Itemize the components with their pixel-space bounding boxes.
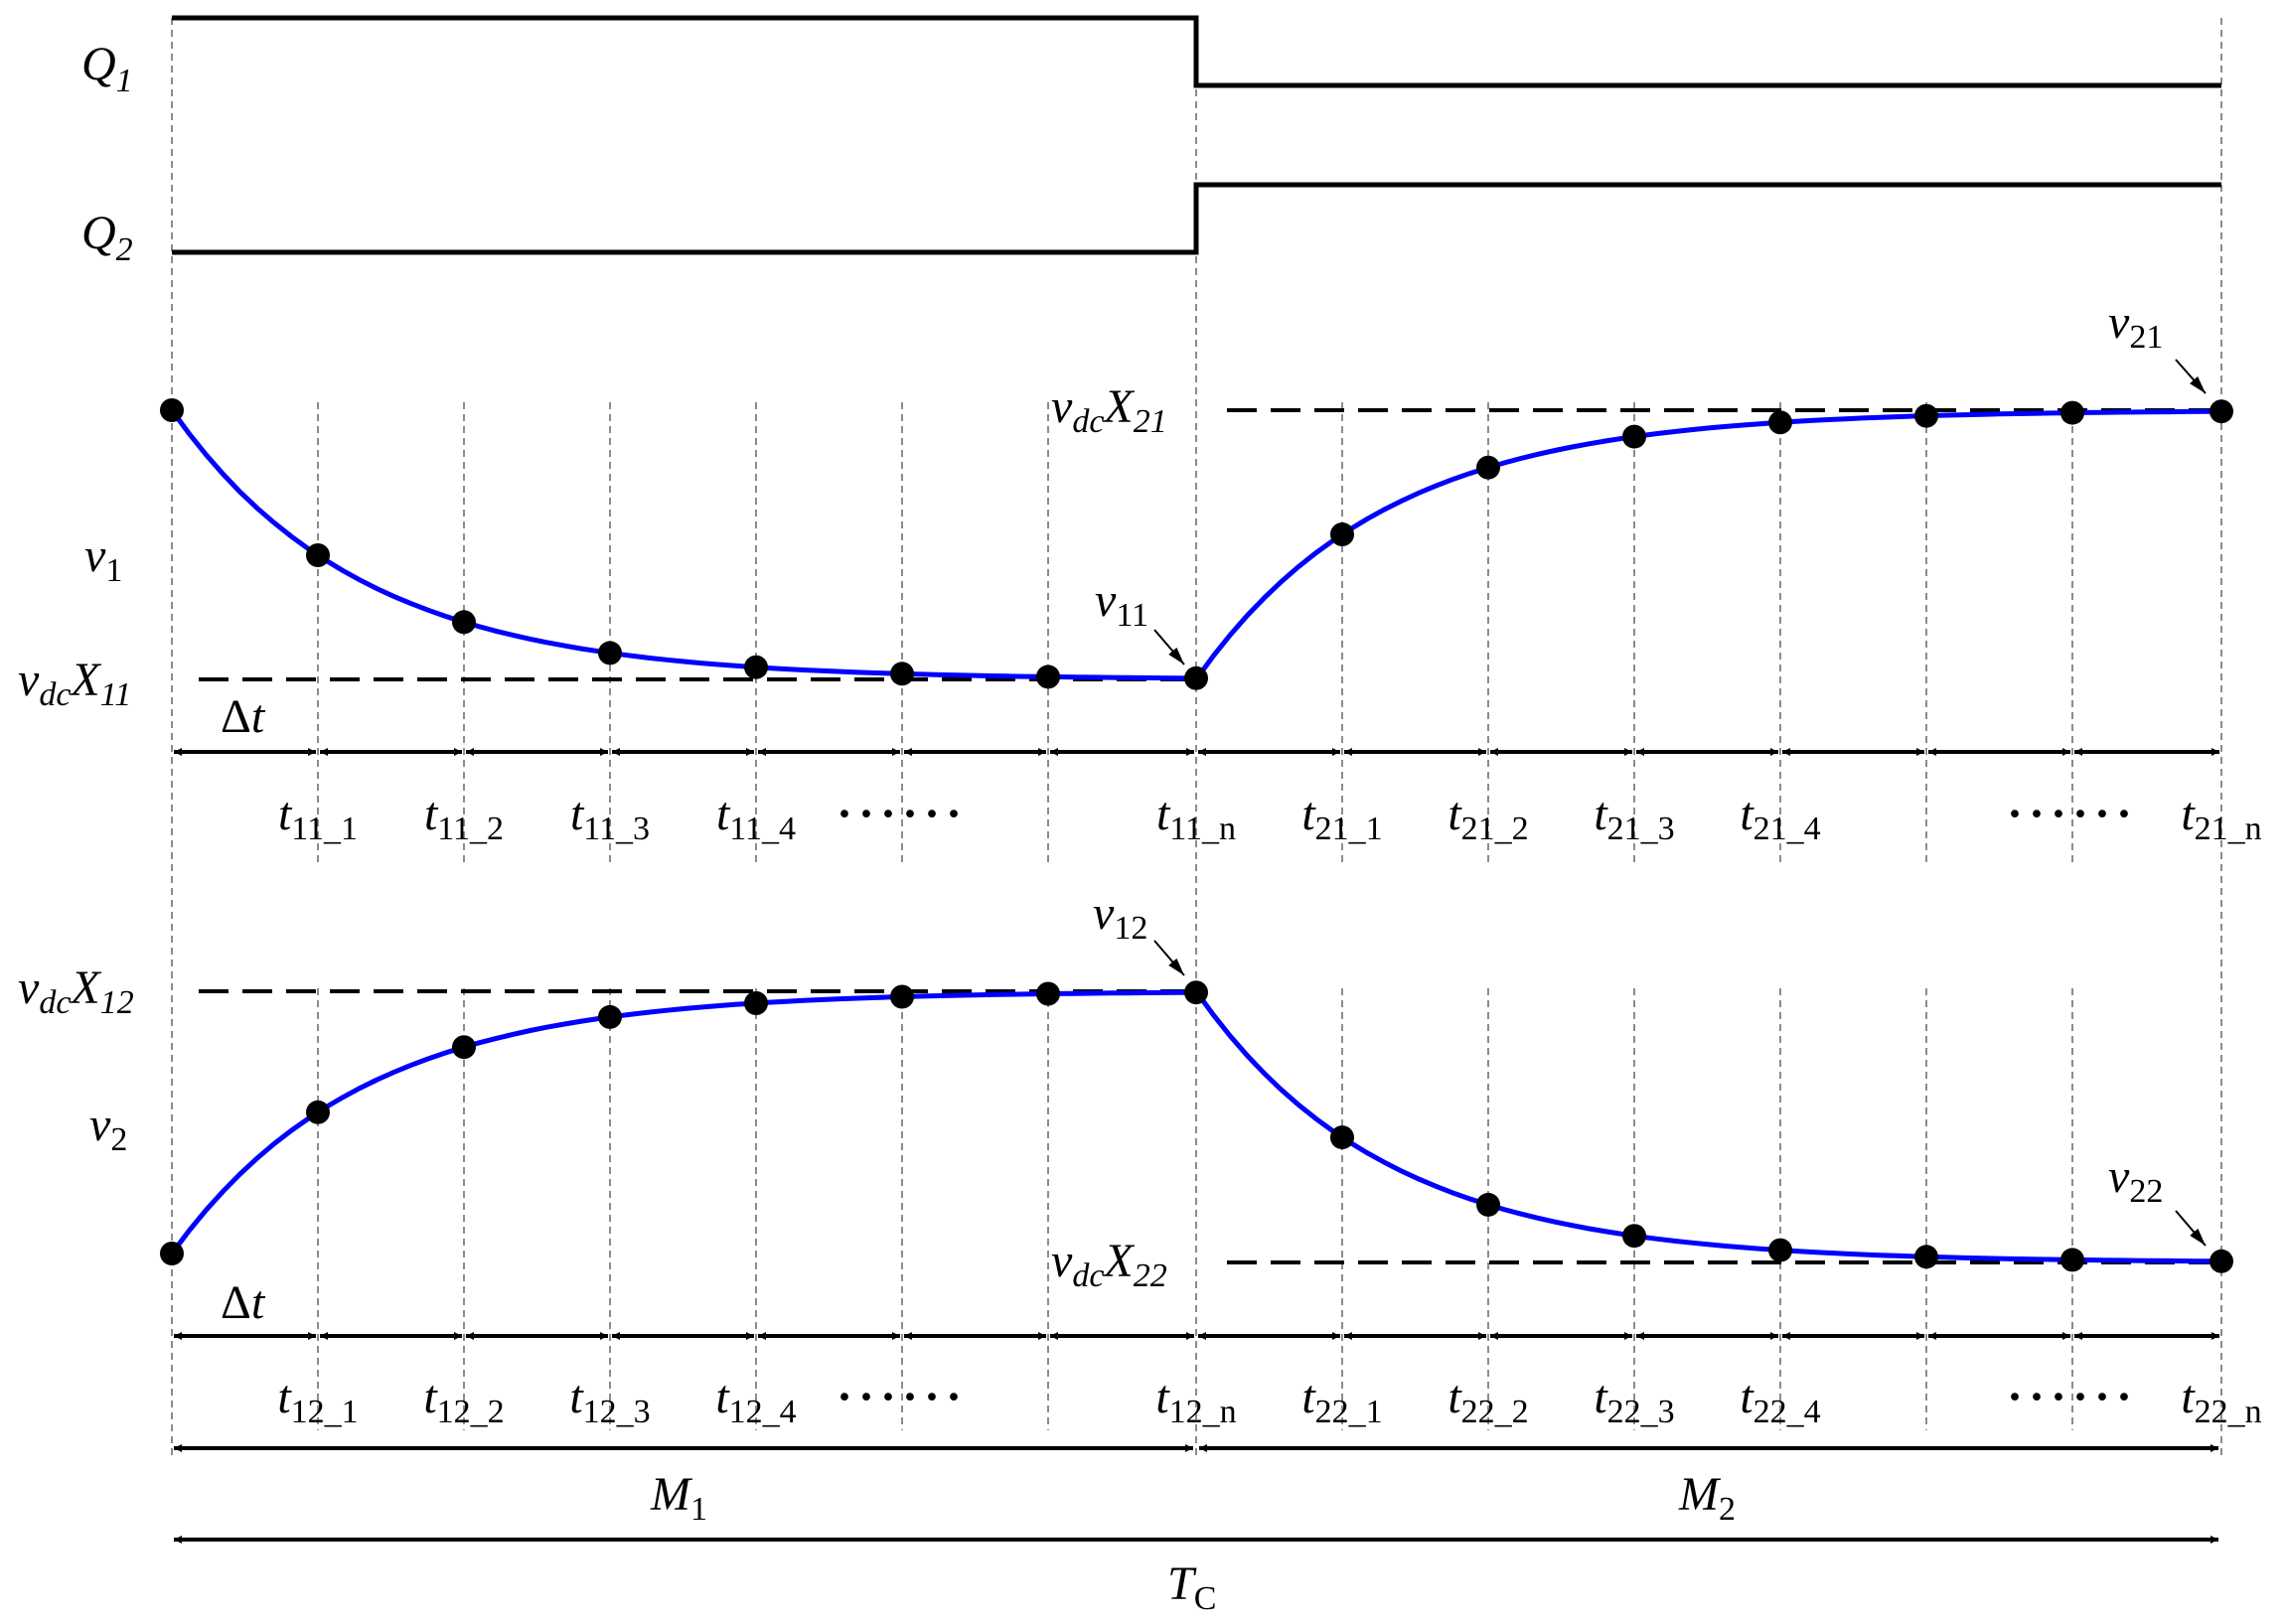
- time-label-1-4: ······: [837, 788, 968, 840]
- v1-sample-dot: [2210, 399, 2233, 424]
- time-label-2-10: ······: [2007, 1371, 2138, 1423]
- v2-sample-dot: [1768, 1238, 1792, 1262]
- v1-sample-dot: [1476, 455, 1500, 480]
- v1-sample-dot: [1184, 665, 1208, 690]
- time-label-1-0: t11_1: [278, 788, 358, 847]
- sample-points: [160, 398, 2233, 1273]
- v1-sample-dot: [2060, 400, 2084, 425]
- v11-label: v11: [1095, 574, 1148, 634]
- m2-label: M2: [1678, 1468, 1736, 1528]
- v22-pointer-arrow: [2175, 1210, 2207, 1247]
- time-label-1-2: t11_3: [570, 788, 650, 847]
- x11-level-label: vdcX11: [18, 654, 131, 713]
- v1-label: v1: [84, 529, 122, 589]
- v2-sample-dot: [1330, 1125, 1354, 1150]
- v1-sample-dot: [160, 398, 184, 422]
- time-label-2-0: t12_1: [277, 1371, 358, 1430]
- q2-label: Q2: [81, 207, 133, 268]
- time-label-1-11: t21_n: [2181, 788, 2261, 847]
- v12-pointer-arrow: [1153, 940, 1185, 976]
- v21-label: v21: [2108, 296, 2163, 356]
- q1-waveform: [172, 15, 2221, 88]
- v1-sample-dot: [1330, 522, 1354, 546]
- v1-sample-dot: [1622, 424, 1646, 449]
- v2-sample-dot: [2060, 1248, 2084, 1272]
- v11-pointer-arrow: [1153, 629, 1185, 665]
- delta-t-label-1: Δt: [221, 690, 266, 743]
- v2-sample-dot: [598, 1004, 622, 1029]
- v1-sample-dot: [1036, 664, 1060, 689]
- ellipsis-text: ······: [837, 788, 968, 840]
- tc-label: TC: [1167, 1557, 1216, 1617]
- ellipsis-text: ······: [837, 1371, 968, 1423]
- time-label-1-3: t11_4: [716, 788, 796, 847]
- v2-sample-dot: [1914, 1245, 1938, 1269]
- v2-sample-dot: [890, 984, 914, 1009]
- time-label-1-10: ······: [2007, 788, 2138, 840]
- time-label-1-7: t21_2: [1448, 788, 1528, 847]
- v1-sample-dot: [306, 543, 330, 567]
- q2-waveform: [172, 182, 2221, 255]
- q1-label: Q1: [81, 38, 133, 99]
- v12-label: v12: [1093, 887, 1147, 947]
- v1-sample-dot: [744, 655, 768, 679]
- delta-t-label-2: Δt: [221, 1276, 266, 1329]
- time-label-2-5: t12_n: [1155, 1371, 1236, 1430]
- v2-label: v2: [89, 1099, 127, 1158]
- v1-sample-dot: [1768, 410, 1792, 435]
- time-label-2-3: t12_4: [715, 1371, 796, 1430]
- v2-sample-dot: [1036, 981, 1060, 1006]
- v2-sample-dot: [2210, 1249, 2233, 1273]
- time-labels-row-2: t12_1 t12_2 t12_3 t12_4 ······ t12_n t22_1 t22_…: [277, 1371, 2261, 1430]
- time-label-1-5: t11_n: [1156, 788, 1236, 847]
- time-label-1-9: t21_4: [1740, 788, 1820, 847]
- v1-sample-dot: [598, 641, 622, 665]
- x12-level-label: vdcX12: [18, 961, 134, 1021]
- ellipsis-text: ······: [2007, 788, 2138, 840]
- time-label-2-9: t22_4: [1740, 1371, 1820, 1430]
- v2-sample-dot: [452, 1035, 476, 1060]
- time-label-2-7: t22_2: [1448, 1371, 1528, 1430]
- time-label-2-4: ······: [837, 1371, 968, 1423]
- v1-sample-dot: [890, 662, 914, 686]
- v1-sample-dot: [1914, 403, 1938, 428]
- time-label-1-8: t21_3: [1594, 788, 1674, 847]
- v22-label: v22: [2108, 1150, 2163, 1210]
- v2-sample-dot: [1184, 980, 1208, 1005]
- time-label-2-11: t22_n: [2181, 1371, 2261, 1430]
- ellipsis-text: ······: [2007, 1371, 2138, 1423]
- x21-level-label: vdcX21: [1051, 380, 1167, 440]
- time-label-1-6: t21_1: [1301, 788, 1382, 847]
- v2-sample-dot: [306, 1100, 330, 1124]
- time-label-2-1: t12_2: [423, 1371, 504, 1430]
- time-label-2-8: t22_3: [1594, 1371, 1674, 1430]
- x22-level-label: vdcX22: [1051, 1235, 1167, 1294]
- v2-sample-dot: [1476, 1192, 1500, 1217]
- time-label-1-1: t11_2: [424, 788, 504, 847]
- v1-sample-dot: [452, 610, 476, 635]
- time-label-2-6: t22_1: [1301, 1371, 1382, 1430]
- time-label-2-2: t12_3: [569, 1371, 650, 1430]
- v21-pointer-arrow: [2175, 359, 2207, 394]
- v2-sample-dot: [744, 991, 768, 1015]
- v2-sample-dot: [160, 1242, 184, 1265]
- time-labels-row-1: t11_1 t11_2 t11_3 t11_4 ······ t11_n t21_1 t21_…: [278, 788, 2262, 847]
- v2-sample-dot: [1622, 1224, 1646, 1249]
- m1-label: M1: [650, 1468, 707, 1528]
